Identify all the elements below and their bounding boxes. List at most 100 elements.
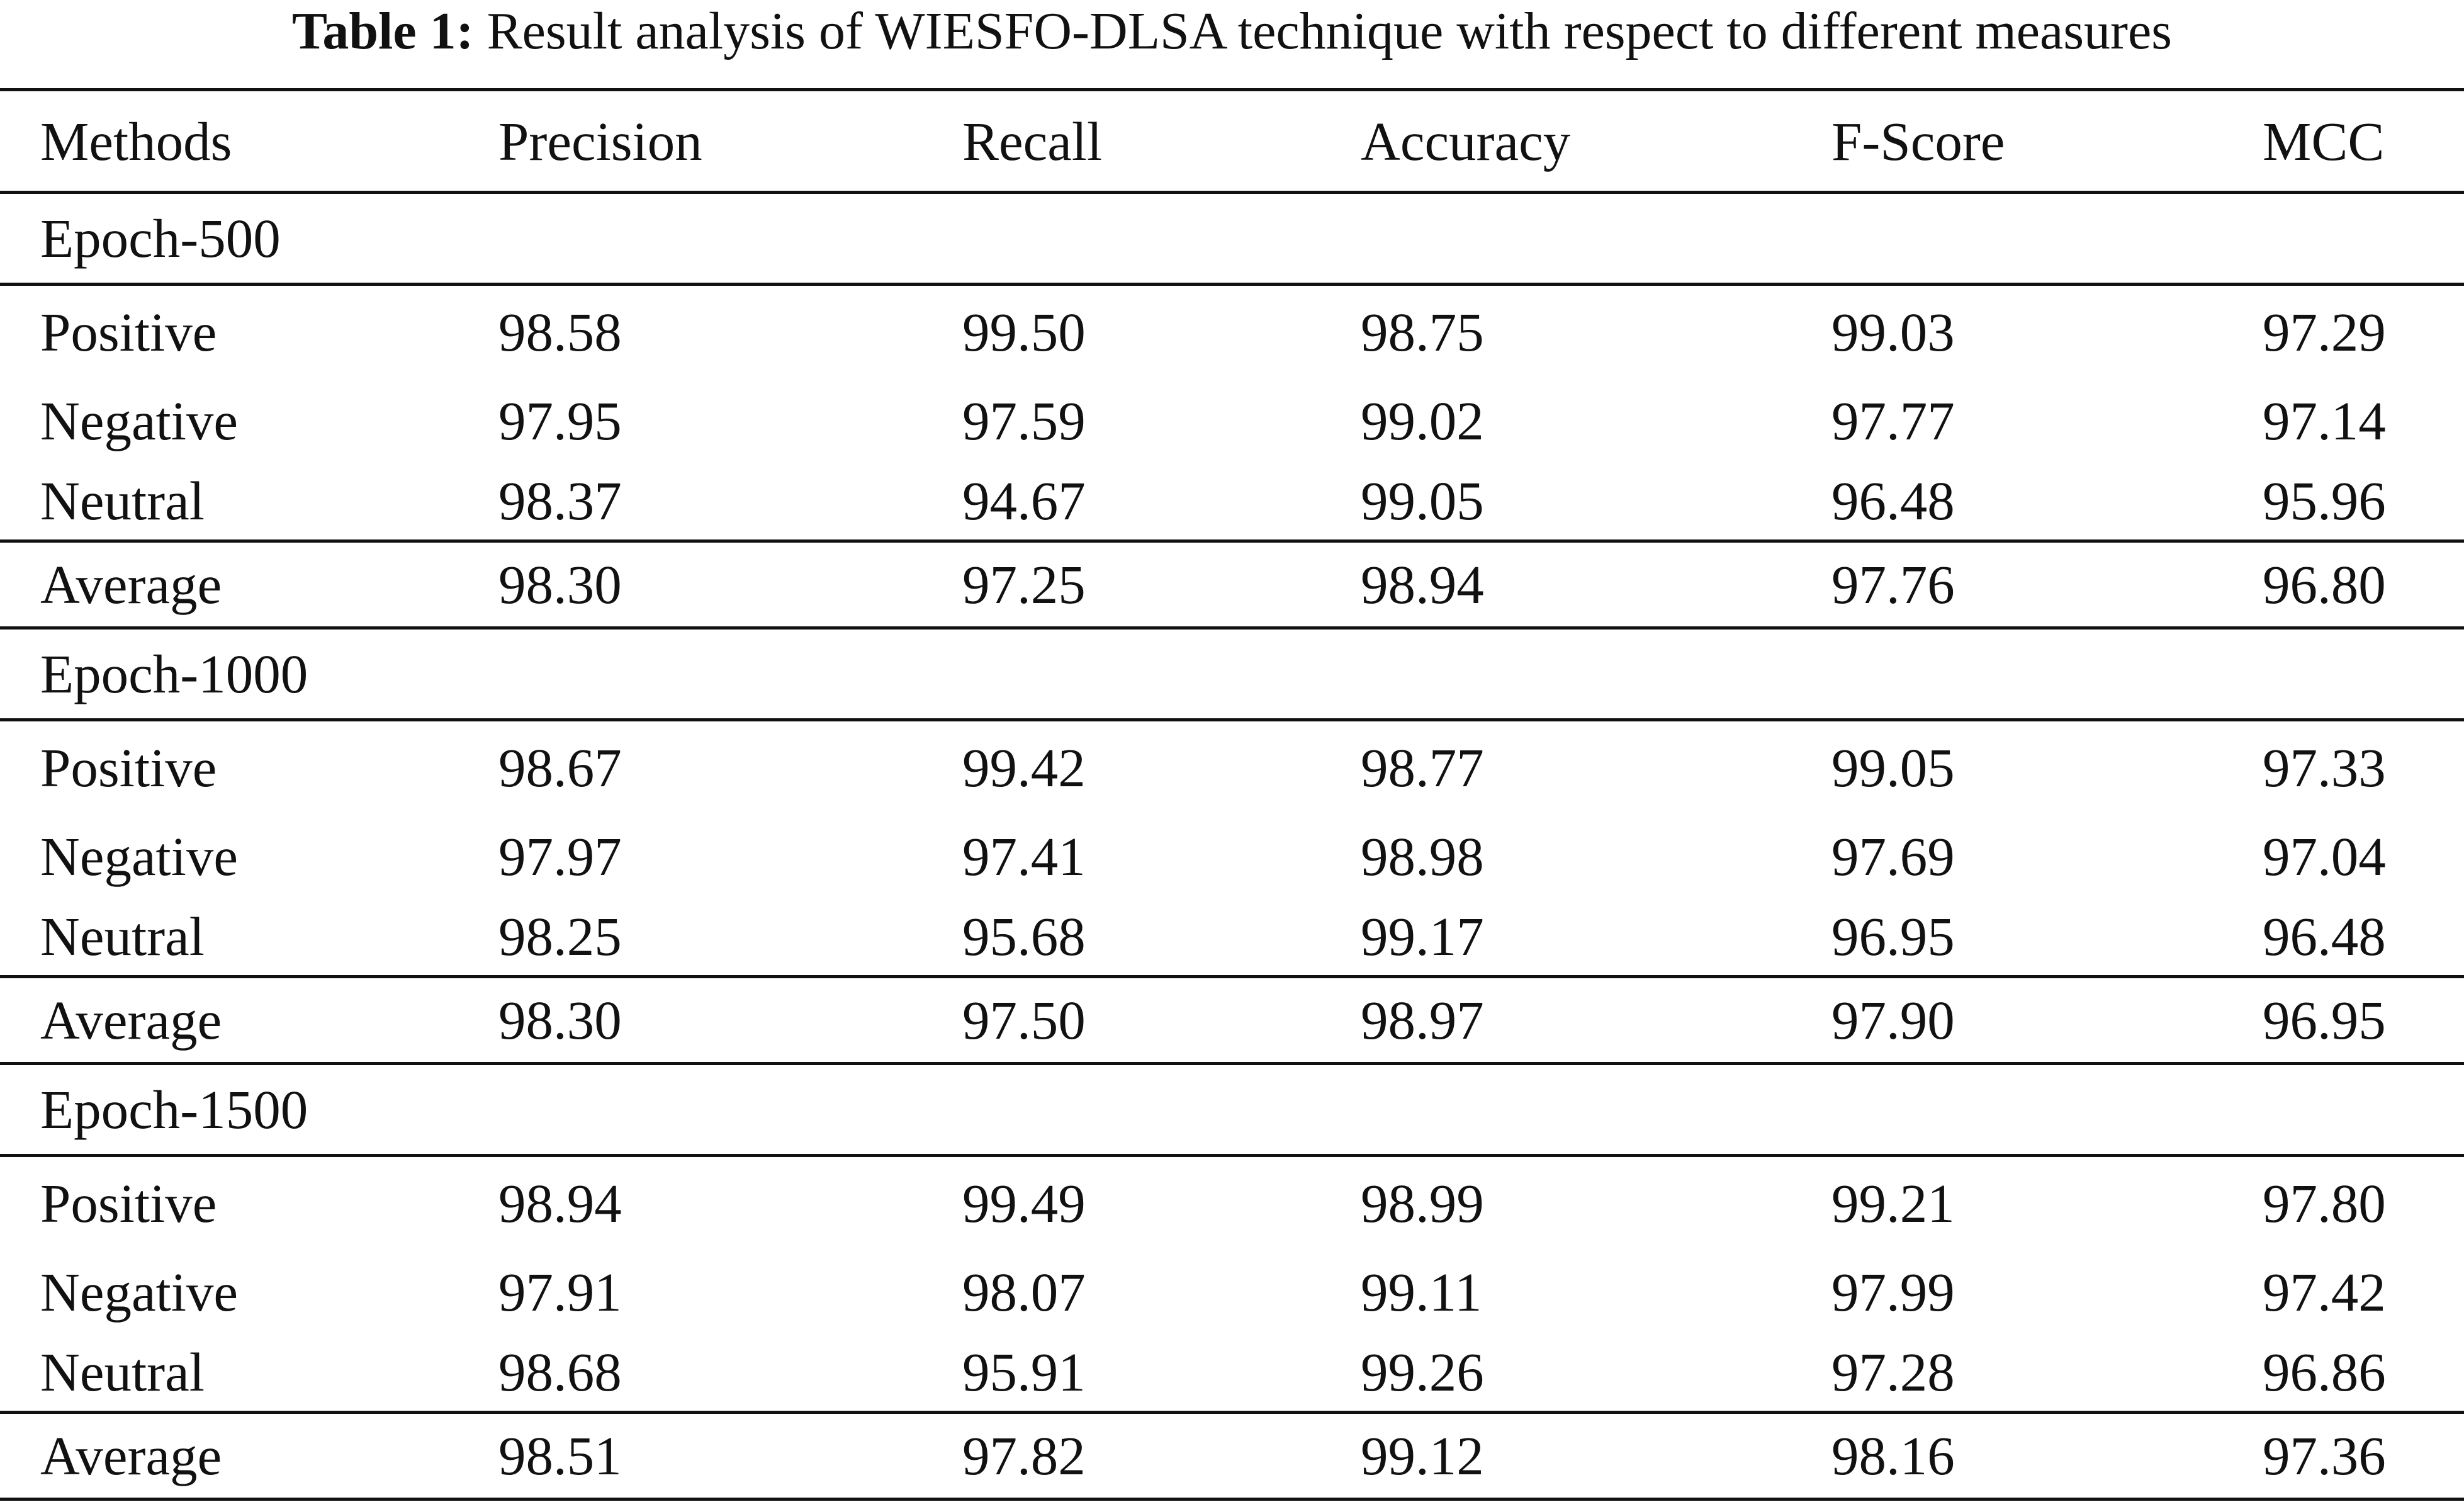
cell-method: Neutral xyxy=(40,906,205,968)
average-cell-precision: 98.30 xyxy=(498,990,622,1051)
cell-mcc: 97.42 xyxy=(2263,1261,2386,1323)
cell-precision: 98.37 xyxy=(498,470,622,532)
cell-f-score: 97.77 xyxy=(1831,390,1955,451)
group-header-row: Epoch-1500 xyxy=(0,1064,2464,1156)
cell-recall: 99.49 xyxy=(962,1173,1086,1234)
cell-f-score: 99.05 xyxy=(1831,737,1955,799)
table-row: Neutral 98.25 95.68 99.17 96.95 96.48 xyxy=(0,898,2464,977)
cell-recall: 99.42 xyxy=(962,737,1086,799)
cell-precision: 97.97 xyxy=(498,825,622,887)
average-cell-recall: 97.50 xyxy=(962,990,1086,1051)
table-row: Positive 98.94 99.49 98.99 99.21 97.80 xyxy=(0,1156,2464,1250)
cell-f-score: 99.03 xyxy=(1831,302,1955,363)
average-cell-recall: 97.25 xyxy=(962,554,1086,615)
table-row: Negative 97.95 97.59 99.02 97.77 97.14 xyxy=(0,379,2464,463)
average-cell-accuracy: 98.97 xyxy=(1361,990,1484,1051)
table-body: Epoch-500 Positive 98.58 99.50 98.75 99.03 97.… xyxy=(0,193,2464,1499)
cell-precision: 97.91 xyxy=(498,1261,622,1323)
cell-precision: 97.95 xyxy=(498,390,622,451)
results-table: Methods Precision Recall Accuracy F-Scor… xyxy=(0,88,2464,1501)
table-row: Positive 98.58 99.50 98.75 99.03 97.29 xyxy=(0,285,2464,379)
average-row: Average 98.30 97.25 98.94 97.76 96.80 xyxy=(0,541,2464,628)
header-cell-recall: Recall xyxy=(962,110,1103,172)
average-cell-method: Average xyxy=(40,1425,222,1486)
table-row: Negative 97.91 98.07 99.11 97.99 97.42 xyxy=(0,1250,2464,1334)
cell-mcc: 96.48 xyxy=(2263,906,2386,968)
cell-recall: 95.91 xyxy=(962,1341,1086,1403)
cell-f-score: 99.21 xyxy=(1831,1173,1955,1234)
header-cell-accuracy: Accuracy xyxy=(1361,110,1571,172)
cell-precision: 98.58 xyxy=(498,302,622,363)
cell-method: Negative xyxy=(40,390,239,451)
cell-f-score: 96.95 xyxy=(1831,906,1955,968)
cell-accuracy: 99.02 xyxy=(1361,390,1484,451)
average-cell-recall: 97.82 xyxy=(962,1425,1086,1486)
cell-recall: 97.59 xyxy=(962,390,1086,451)
cell-mcc: 97.80 xyxy=(2263,1173,2386,1234)
group-title: Epoch-1000 xyxy=(40,643,308,704)
average-row: Average 98.30 97.50 98.97 97.90 96.95 xyxy=(0,977,2464,1064)
cell-accuracy: 99.26 xyxy=(1361,1341,1484,1403)
cell-recall: 94.67 xyxy=(962,470,1086,532)
cell-accuracy: 98.75 xyxy=(1361,302,1484,363)
cell-accuracy: 98.77 xyxy=(1361,737,1484,799)
group-title: Epoch-500 xyxy=(40,208,281,269)
header-cell-methods: Methods xyxy=(40,110,232,172)
average-cell-f-score: 98.16 xyxy=(1831,1425,1955,1486)
cell-mcc: 97.04 xyxy=(2263,825,2386,887)
caption-label: Table 1: xyxy=(292,2,474,60)
cell-recall: 97.41 xyxy=(962,825,1086,887)
cell-f-score: 96.48 xyxy=(1831,470,1955,532)
average-row: Average 98.51 97.82 99.12 98.16 97.36 xyxy=(0,1413,2464,1499)
table-caption: Table 1: Result analysis of WIESFO-DLSA … xyxy=(0,0,2464,72)
average-cell-mcc: 97.36 xyxy=(2263,1425,2386,1486)
cell-precision: 98.25 xyxy=(498,906,622,968)
cell-f-score: 97.69 xyxy=(1831,825,1955,887)
header-cell-mcc: MCC xyxy=(2263,110,2385,172)
header-cell-f-score: F-Score xyxy=(1831,110,2005,172)
results-table-container: Methods Precision Recall Accuracy F-Scor… xyxy=(0,88,2464,1501)
header-row: Methods Precision Recall Accuracy F-Scor… xyxy=(0,89,2464,193)
cell-accuracy: 98.99 xyxy=(1361,1173,1484,1234)
cell-f-score: 97.99 xyxy=(1831,1261,1955,1323)
cell-f-score: 97.28 xyxy=(1831,1341,1955,1403)
cell-mcc: 96.86 xyxy=(2263,1341,2386,1403)
cell-method: Neutral xyxy=(40,1341,205,1403)
cell-method: Negative xyxy=(40,1261,239,1323)
cell-recall: 99.50 xyxy=(962,302,1086,363)
cell-method: Positive xyxy=(40,302,217,363)
cell-precision: 98.68 xyxy=(498,1341,622,1403)
cell-recall: 95.68 xyxy=(962,906,1086,968)
average-cell-mcc: 96.95 xyxy=(2263,990,2386,1051)
header-cell-precision: Precision xyxy=(498,110,702,172)
cell-accuracy: 99.17 xyxy=(1361,906,1484,968)
cell-accuracy: 99.11 xyxy=(1361,1261,1482,1323)
table-row: Positive 98.67 99.42 98.77 99.05 97.33 xyxy=(0,720,2464,815)
cell-mcc: 97.14 xyxy=(2263,390,2386,451)
caption-text: Result analysis of WIESFO-DLSA technique… xyxy=(487,2,2172,60)
cell-accuracy: 99.05 xyxy=(1361,470,1484,532)
average-cell-method: Average xyxy=(40,990,222,1051)
average-cell-precision: 98.30 xyxy=(498,554,622,615)
table-row: Neutral 98.37 94.67 99.05 96.48 95.96 xyxy=(0,463,2464,541)
average-cell-f-score: 97.90 xyxy=(1831,990,1955,1051)
cell-precision: 98.94 xyxy=(498,1173,622,1234)
average-cell-method: Average xyxy=(40,554,222,615)
cell-mcc: 97.29 xyxy=(2263,302,2386,363)
cell-method: Positive xyxy=(40,737,217,799)
cell-recall: 98.07 xyxy=(962,1261,1086,1323)
average-cell-f-score: 97.76 xyxy=(1831,554,1955,615)
table-row: Negative 97.97 97.41 98.98 97.69 97.04 xyxy=(0,815,2464,898)
group-header-row: Epoch-1000 xyxy=(0,628,2464,720)
cell-precision: 98.67 xyxy=(498,737,622,799)
group-header-row: Epoch-500 xyxy=(0,193,2464,285)
cell-accuracy: 98.98 xyxy=(1361,825,1484,887)
cell-mcc: 95.96 xyxy=(2263,470,2386,532)
cell-method: Positive xyxy=(40,1173,217,1234)
average-cell-precision: 98.51 xyxy=(498,1425,622,1486)
average-cell-accuracy: 99.12 xyxy=(1361,1425,1484,1486)
average-cell-accuracy: 98.94 xyxy=(1361,554,1484,615)
group-title: Epoch-1500 xyxy=(40,1079,308,1140)
cell-method: Negative xyxy=(40,825,239,887)
table-row: Neutral 98.68 95.91 99.26 97.28 96.86 xyxy=(0,1334,2464,1413)
